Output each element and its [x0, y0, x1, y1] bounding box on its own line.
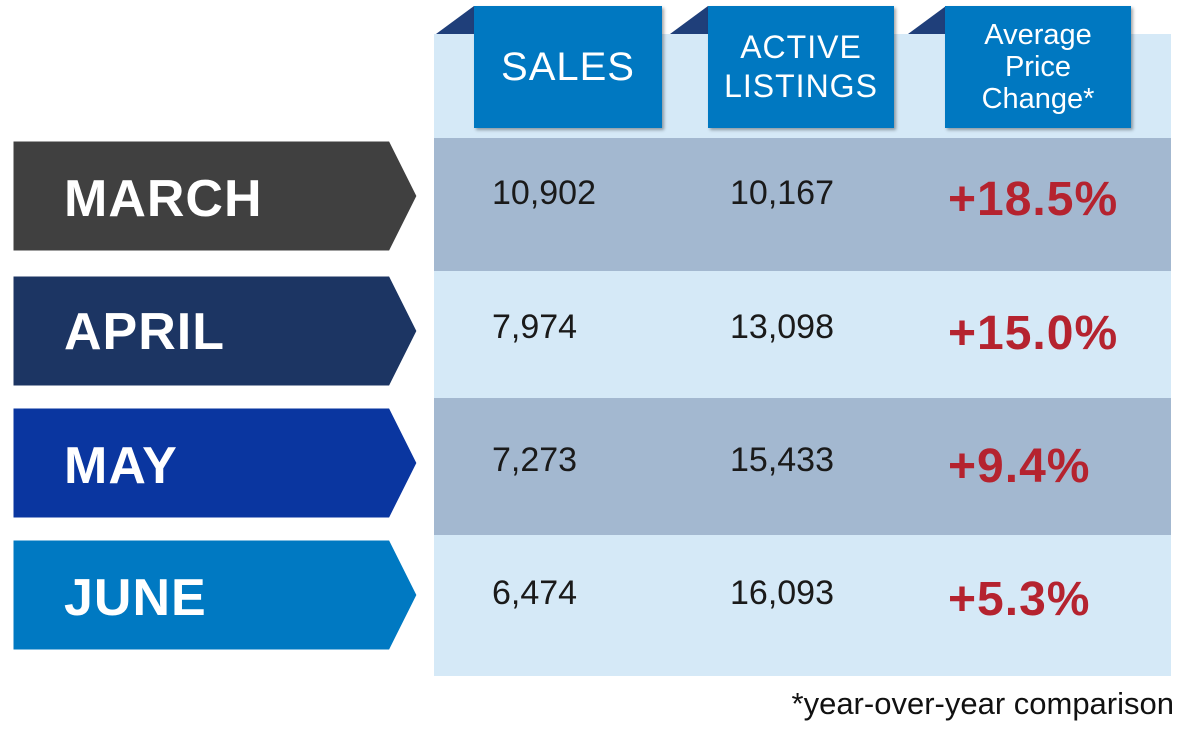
- cell-sales-march: 10,902: [492, 174, 596, 212]
- month-arrow-shape: [10, 273, 420, 389]
- footnote: *year-over-year comparison: [791, 686, 1174, 721]
- month-arrow-may: [10, 405, 420, 521]
- header-tab-sales: [436, 6, 474, 34]
- cell-sales-april: 7,974: [492, 308, 578, 346]
- header-active-line1: ACTIVE: [740, 29, 862, 65]
- row-band-may: [434, 398, 1171, 535]
- cell-sales-june: 6,474: [492, 574, 578, 612]
- header-tab-price: [908, 6, 946, 34]
- cell-active-april: 13,098: [730, 308, 834, 346]
- cell-active-june: 16,093: [730, 574, 834, 612]
- cell-sales-may: 7,273: [492, 441, 578, 479]
- month-label-may: MAY: [64, 437, 178, 495]
- header-active-line2: LISTINGS: [724, 68, 878, 104]
- month-arrow-march: [10, 138, 420, 254]
- month-arrow-shape: [10, 405, 420, 521]
- month-label-march: MARCH: [64, 170, 263, 228]
- month-arrow-shape: [10, 138, 420, 254]
- header-price-line3: Change*: [981, 83, 1095, 115]
- header-tab-active: [670, 6, 708, 34]
- header-price-line2: Price: [1004, 51, 1072, 83]
- month-arrow-april: [10, 273, 420, 389]
- header-price-line1: Average: [984, 19, 1092, 51]
- month-arrow-june: [10, 537, 420, 653]
- row-band-march: [434, 138, 1171, 271]
- cell-price-change-june: +5.3%: [948, 573, 1091, 626]
- cell-active-may: 15,433: [730, 441, 834, 479]
- month-label-april: APRIL: [64, 303, 225, 361]
- month-arrow-shape: [10, 537, 420, 653]
- header-average-price-change: Average Price Change*: [945, 6, 1131, 128]
- cell-price-change-march: +18.5%: [948, 173, 1119, 226]
- header-sales-label: SALES: [501, 44, 635, 89]
- cell-active-march: 10,167: [730, 174, 834, 212]
- month-label-june: JUNE: [64, 569, 207, 627]
- header-sales: SALES: [474, 6, 662, 128]
- header-active-listings: ACTIVE LISTINGS: [708, 6, 894, 128]
- cell-price-change-may: +9.4%: [948, 440, 1091, 493]
- cell-price-change-april: +15.0%: [948, 307, 1119, 360]
